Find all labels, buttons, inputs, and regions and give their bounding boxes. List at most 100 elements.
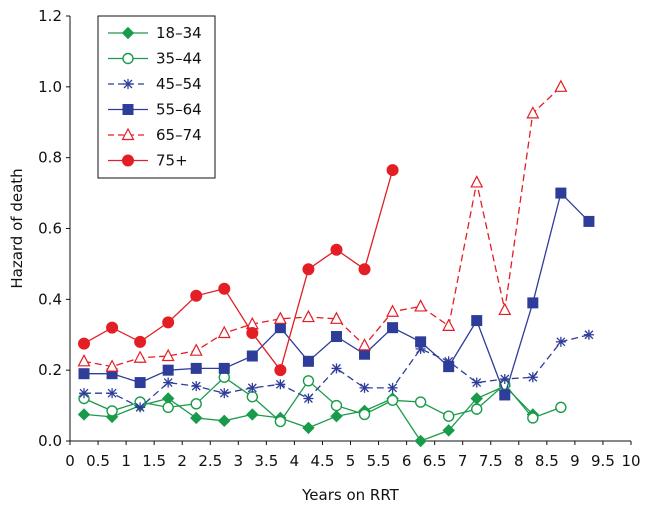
data-point [499, 389, 511, 401]
data-point [583, 215, 595, 227]
x-tick-label: 0.5 [86, 452, 110, 470]
data-point [554, 79, 568, 92]
data-point [219, 388, 230, 399]
x-tick-label: 4.5 [311, 452, 335, 470]
axes: 0 0.5 1 1.5 2 2.5 3 3.5 4 4.5 5 5.5 6 6.5 7 7.5 8 8.5 9 9.5… [38, 7, 640, 470]
x-tick-label: 5.5 [367, 452, 391, 470]
data-point [555, 336, 566, 347]
series-line [83, 86, 562, 368]
data-point [161, 348, 175, 362]
data-point [471, 377, 482, 388]
x-tick-label: 3 [234, 452, 244, 470]
data-point [106, 405, 118, 417]
y-tick-label: 1.2 [38, 7, 62, 25]
data-point [133, 350, 147, 363]
x-tick-label: 7.5 [479, 452, 503, 470]
data-point [330, 331, 342, 343]
legend-entry: 45–54 [108, 75, 202, 93]
legend-label: 65–74 [156, 126, 202, 144]
data-point [217, 325, 231, 339]
x-tick-label: 1 [121, 452, 131, 470]
x-tick-label: 9.5 [591, 452, 615, 470]
x-tick-label: 2.5 [198, 452, 222, 470]
data-point [330, 243, 343, 256]
data-point [386, 164, 399, 177]
x-tick-label: 8.5 [535, 452, 559, 470]
x-tick-label: 10 [621, 452, 640, 470]
data-point [77, 408, 91, 421]
legend-marker [121, 127, 135, 141]
data-point [555, 401, 567, 414]
data-point [107, 388, 118, 399]
x-tick-label: 0 [65, 452, 75, 470]
data-point [527, 372, 538, 383]
data-point [442, 410, 455, 422]
data-point [359, 382, 370, 393]
series-layer [77, 79, 595, 448]
data-point [330, 399, 343, 412]
data-point [387, 322, 399, 334]
data-point [190, 289, 203, 302]
y-tick-label: 0.6 [38, 220, 62, 238]
data-point [358, 338, 372, 351]
data-point [302, 355, 314, 367]
legend-marker [122, 52, 134, 65]
data-point [415, 336, 427, 348]
data-point [190, 411, 203, 425]
data-point [386, 304, 400, 317]
data-point [443, 361, 455, 373]
data-point [358, 263, 371, 276]
data-point [330, 410, 343, 423]
legend-label: 35–44 [156, 50, 202, 68]
x-tick-label: 4 [290, 452, 300, 470]
data-point [246, 326, 259, 339]
data-point [527, 412, 539, 424]
data-point [442, 318, 456, 331]
data-point [498, 302, 512, 316]
data-point [583, 329, 594, 340]
legend-label: 45–54 [156, 75, 202, 93]
data-point [78, 368, 90, 380]
data-point [162, 364, 174, 376]
data-point [499, 374, 510, 385]
x-axis-label: Years on RRT [301, 486, 400, 504]
legend-entry: 35–44 [108, 50, 202, 68]
data-point [273, 311, 287, 324]
data-point [471, 315, 483, 327]
data-point [359, 348, 371, 360]
legend-marker [123, 79, 133, 89]
data-point [274, 415, 287, 428]
y-tick-label: 0.8 [38, 149, 62, 167]
data-point [190, 398, 202, 410]
data-point [189, 343, 203, 356]
data-point [303, 393, 314, 404]
data-point [135, 402, 146, 413]
data-point [134, 377, 146, 389]
x-tick-label: 1.5 [142, 452, 166, 470]
data-point [134, 335, 147, 348]
y-tick-label: 1.0 [38, 78, 62, 96]
x-tick-label: 9 [570, 452, 580, 470]
data-point [78, 337, 91, 350]
legend-entry: 65–74 [108, 126, 202, 144]
data-point [555, 187, 567, 199]
data-point [246, 408, 259, 421]
data-point [106, 321, 119, 334]
data-point [302, 375, 315, 387]
data-point [190, 362, 202, 374]
legend-label: 18–34 [156, 24, 202, 42]
x-tick-label: 6 [402, 452, 412, 470]
legend-marker [121, 26, 135, 40]
legend-label: 75+ [156, 152, 188, 170]
data-point [387, 382, 398, 393]
data-point [79, 388, 90, 399]
data-point [302, 263, 315, 276]
data-point [162, 316, 175, 329]
series-6 [78, 164, 399, 377]
data-point [274, 364, 287, 377]
legend-label: 55–64 [156, 101, 202, 119]
x-tick-label: 3.5 [254, 452, 278, 470]
legend-entry: 18–34 [108, 24, 202, 42]
series-4 [78, 187, 595, 401]
